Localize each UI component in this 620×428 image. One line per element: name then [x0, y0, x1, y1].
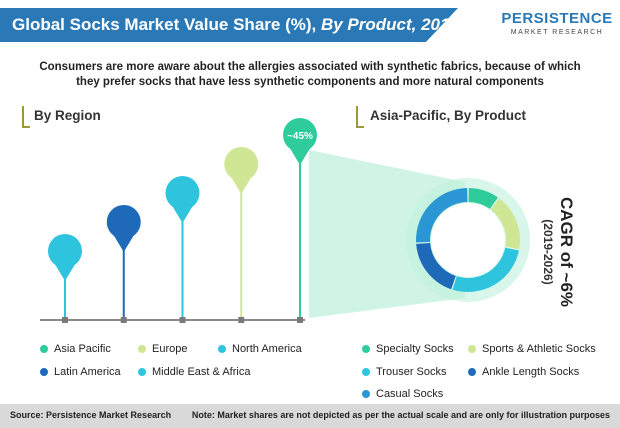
logo-tagline: MARKET RESEARCH: [510, 29, 604, 36]
legend-item-sports-athletic-socks: Sports & Athletic Socks: [468, 343, 596, 355]
region-chart: ~45%: [40, 118, 317, 323]
legend-item-middle-east-africa: Middle East & Africa: [138, 366, 250, 378]
legend-swatch: [468, 368, 476, 376]
logo-name: PERSISTENCE: [501, 10, 613, 27]
legend-swatch: [138, 368, 146, 376]
pin-head-north-america: [224, 147, 259, 181]
legend-swatch: [138, 345, 146, 353]
donut-chart: [406, 178, 530, 302]
legend-item-ankle-length-socks: Ankle Length Socks: [468, 366, 579, 378]
legend-item-north-america: North America: [218, 343, 302, 355]
legend-item-asia-pacific: Asia Pacific: [40, 343, 111, 355]
donut-slice-specialty-socks: [468, 188, 498, 209]
legend-swatch: [218, 345, 226, 353]
legend-swatch: [40, 345, 48, 353]
title-subtitle: By Product, 2019: [320, 15, 459, 34]
donut-hole: [431, 203, 505, 277]
footer: Source: Persistence Market Research Note…: [0, 404, 620, 428]
legend-label: Specialty Socks: [376, 343, 454, 355]
title-main: Global Socks Market Value Share (%),: [12, 15, 317, 34]
legend-label: Trouser Socks: [376, 366, 447, 378]
description-line-2: they prefer socks that have less synthet…: [76, 76, 544, 88]
axis-tick-europe: [179, 317, 186, 323]
axis-tick-north-america: [238, 317, 245, 323]
axis-tick-asia-pacific: [297, 317, 303, 323]
legend-label: Latin America: [54, 366, 121, 378]
footer-source: Source: Persistence Market Research: [10, 410, 172, 420]
axis-tick-middle-east-africa: [120, 317, 127, 323]
donut-slice-sports-athletic-socks: [490, 198, 521, 249]
product-bracket: [356, 106, 364, 128]
legend-label: Sports & Athletic Socks: [482, 343, 596, 355]
pin-head-middle-east-africa: [106, 205, 141, 239]
legend-swatch: [362, 368, 370, 376]
description-line-1: Consumers are more aware about the aller…: [39, 61, 581, 73]
legend-label: Casual Socks: [376, 388, 444, 400]
donut-slice-casual-socks: [416, 188, 468, 243]
legend-item-specialty-socks: Specialty Socks: [362, 343, 454, 355]
description: Consumers are more aware about the aller…: [20, 60, 600, 90]
axis-tick-latin-america: [62, 317, 68, 323]
legend-label: Ankle Length Socks: [482, 366, 580, 378]
legend-swatch: [468, 345, 476, 353]
legend-swatch: [40, 368, 48, 376]
persistence-logo: PERSISTENCE MARKET RESEARCH: [498, 10, 616, 46]
legend-label: Middle East & Africa: [152, 366, 251, 378]
section-by-region: By Region: [34, 108, 101, 123]
legend-label: North America: [232, 343, 302, 355]
page-title: Global Socks Market Value Share (%), By …: [12, 15, 459, 35]
donut-slice-ankle-length-socks: [416, 242, 456, 290]
legend-item-europe: Europe: [138, 343, 187, 355]
legend-item-latin-america: Latin America: [40, 366, 121, 378]
region-bracket: [22, 106, 30, 128]
footer-note: Note: Market shares are not depicted as …: [191, 410, 610, 420]
cagr-period: (2019-2026): [541, 219, 555, 285]
header: Global Socks Market Value Share (%), By …: [0, 0, 620, 52]
legend-label: Europe: [152, 343, 188, 355]
legend-swatch: [362, 390, 370, 398]
cagr-value: CAGR of ~6%: [557, 196, 576, 308]
pin-head-europe: [165, 176, 200, 210]
header-bar: [0, 8, 458, 42]
cagr-label: CAGR of ~6% (2019-2026): [541, 172, 608, 332]
section-asia-pacific-by-product: Asia-Pacific, By Product: [370, 108, 527, 123]
legend-item-casual-socks: Casual Socks: [362, 388, 443, 400]
legend-item-trouser-socks: Trouser Socks: [362, 366, 447, 378]
legend-swatch: [362, 345, 370, 353]
pin-head-latin-america: [48, 234, 82, 268]
pin-annotation: ~45%: [287, 131, 313, 142]
donut-slice-trouser-socks: [452, 247, 519, 293]
pin-head-asia-pacific: [283, 118, 317, 152]
legend-label: Asia Pacific: [54, 343, 111, 355]
